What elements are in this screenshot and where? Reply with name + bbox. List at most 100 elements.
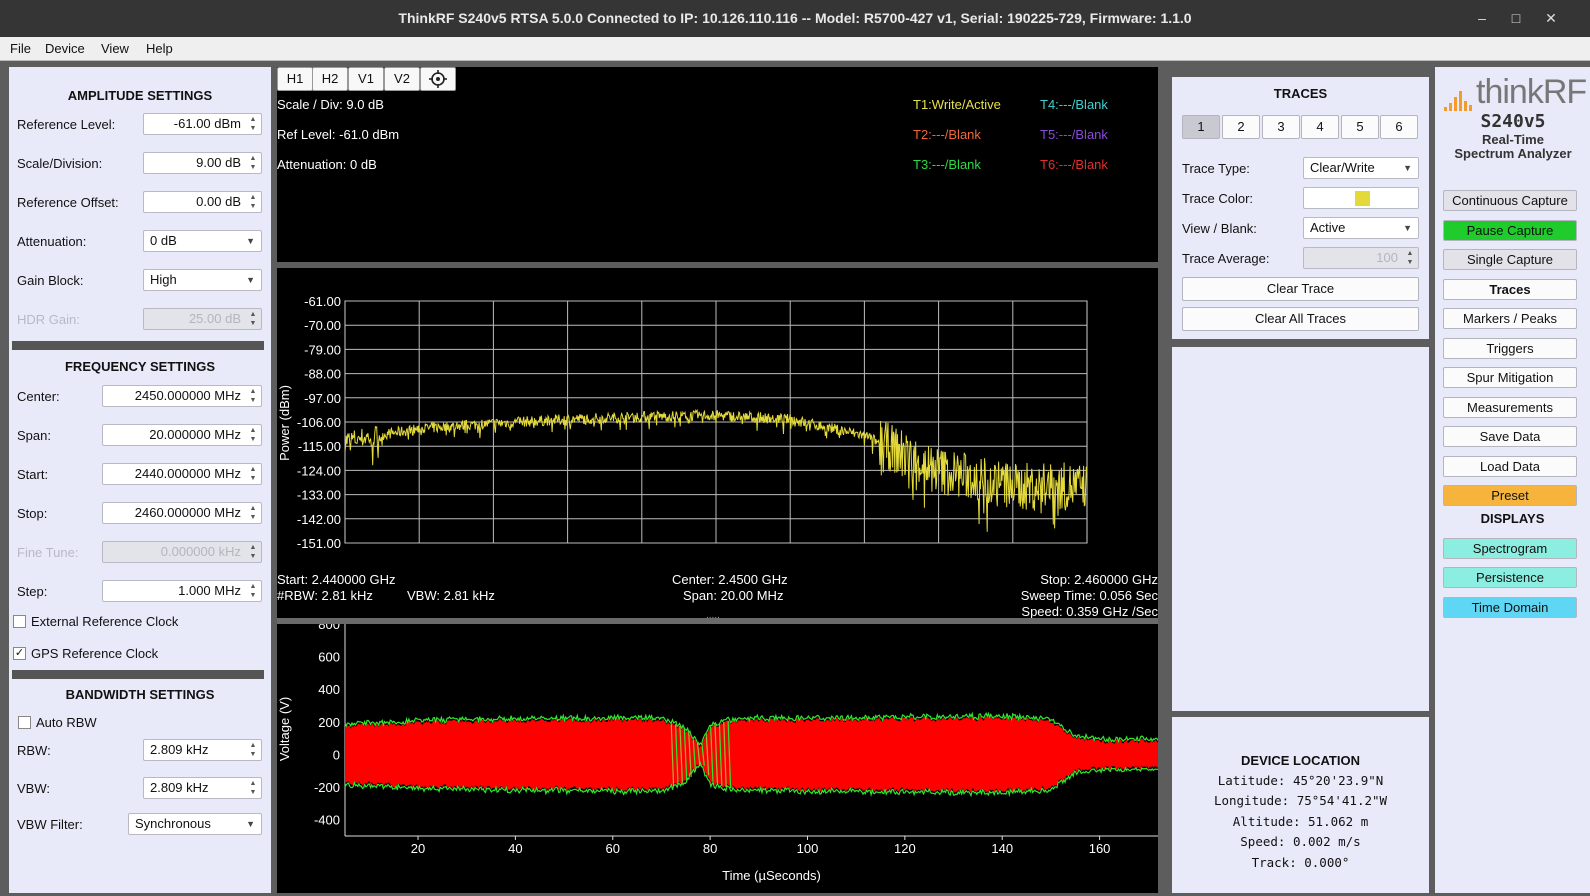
spin-arrows-icon[interactable]: ▲ ▼ (249, 116, 257, 132)
spin-arrows-icon[interactable]: ▲ ▼ (249, 388, 257, 404)
gain-select[interactable]: High ▼ (143, 269, 262, 291)
traces-heading: TRACES (1273, 86, 1328, 101)
save-data-button[interactable]: Save Data (1443, 426, 1577, 447)
spur-mitigation-button[interactable]: Spur Mitigation (1443, 367, 1577, 388)
ext-clock-checkbox[interactable] (13, 615, 26, 628)
splitter-handle[interactable]: ..... (277, 610, 1158, 624)
spin-arrows-icon[interactable]: ▲ ▼ (249, 583, 257, 599)
traces-button[interactable]: Traces (1443, 279, 1577, 300)
latitude-text: Latitude: 45°20'23.9"N (1217, 773, 1384, 788)
frequency-heading: FREQUENCY SETTINGS (64, 359, 215, 374)
center-input[interactable]: 2450.000000 MHz ▲ ▼ (102, 385, 262, 407)
persistence-button[interactable]: Persistence (1443, 567, 1577, 588)
menu-help[interactable]: Help (146, 41, 173, 56)
trace-average-value: 100 (1376, 250, 1398, 265)
title-bar: ThinkRF S240v5 RTSA 5.0.0 Connected to I… (0, 0, 1590, 37)
vbw-input[interactable]: 2.809 kHz ▲ ▼ (143, 777, 262, 799)
menu-device[interactable]: Device (45, 41, 85, 56)
notch-oscillation-line (701, 743, 705, 766)
trace-color-button[interactable] (1303, 187, 1419, 209)
stop-input[interactable]: 2460.000000 MHz ▲ ▼ (102, 502, 262, 524)
menu-file[interactable]: File (10, 41, 31, 56)
measurements-button[interactable]: Measurements (1443, 397, 1577, 418)
trace-tab-5[interactable]: 5 (1341, 115, 1379, 139)
marker-h2-button[interactable]: H2 (312, 67, 348, 91)
rbw-input[interactable]: 2.809 kHz ▲ ▼ (143, 739, 262, 761)
spin-arrows-icon[interactable]: ▲ ▼ (249, 427, 257, 443)
markers-peaks-button[interactable]: Markers / Peaks (1443, 308, 1577, 329)
x-tick-label: 60 (606, 841, 620, 856)
divider (12, 670, 264, 679)
time-domain-button[interactable]: Time Domain (1443, 597, 1577, 618)
continuous-capture-button[interactable]: Continuous Capture (1443, 190, 1577, 211)
view-blank-select[interactable]: Active ▼ (1303, 217, 1419, 239)
menu-view[interactable]: View (101, 41, 129, 56)
spin-arrows-icon: ▲ ▼ (1406, 250, 1414, 266)
clear-all-traces-button[interactable]: Clear All Traces (1182, 307, 1419, 331)
marker-v1-button[interactable]: V1 (348, 67, 384, 91)
trace-tab-4[interactable]: 4 (1301, 115, 1339, 139)
spin-arrows-icon[interactable]: ▲ ▼ (249, 505, 257, 521)
plot-info-area (277, 67, 1158, 262)
spin-arrows-icon[interactable]: ▲ ▼ (249, 780, 257, 796)
spectrum-vbw: VBW: 2.81 kHz (407, 588, 495, 603)
location-heading: DEVICE LOCATION (1241, 753, 1360, 768)
divider (12, 341, 264, 350)
view-blank-label: View / Blank: (1182, 221, 1257, 236)
single-capture-button[interactable]: Single Capture (1443, 249, 1577, 270)
chevron-down-icon: ▼ (246, 275, 255, 285)
spin-arrows-icon[interactable]: ▲ ▼ (249, 466, 257, 482)
maximize-button[interactable]: □ (1511, 10, 1521, 26)
amplitude-heading: AMPLITUDE SETTINGS (67, 88, 213, 103)
preset-button[interactable]: Preset (1443, 485, 1577, 506)
crosshair-button[interactable] (420, 67, 456, 91)
atten-select[interactable]: 0 dB ▼ (143, 230, 262, 252)
y-tick-label: -115.00 (298, 439, 341, 454)
load-data-button[interactable]: Load Data (1443, 456, 1577, 477)
spin-arrows-icon[interactable]: ▲ ▼ (249, 155, 257, 171)
clear-trace-button[interactable]: Clear Trace (1182, 277, 1419, 301)
y-tick-label: -106.00 (297, 415, 341, 430)
minimize-button[interactable]: – (1478, 10, 1486, 26)
y-tick-label: 600 (318, 650, 340, 665)
scale-value: 9.00 dB (196, 155, 241, 170)
y-tick-label: 0 (333, 747, 340, 762)
trace-tab-1[interactable]: 1 (1182, 115, 1220, 139)
trace-tab-2[interactable]: 2 (1222, 115, 1260, 139)
logo-bars-icon (1444, 91, 1472, 111)
span-value: 20.000000 MHz (149, 427, 241, 442)
longitude-text: Longitude: 75°54'41.2"W (1213, 793, 1388, 808)
auto-rbw-checkbox[interactable] (18, 716, 31, 729)
marker-h1-button[interactable]: H1 (277, 67, 313, 91)
spin-arrows-icon[interactable]: ▲ ▼ (249, 194, 257, 210)
ref-offset-input[interactable]: 0.00 dB ▲ ▼ (143, 191, 262, 213)
pause-capture-button[interactable]: Pause Capture (1443, 220, 1577, 241)
scale-input[interactable]: 9.00 dB ▲ ▼ (143, 152, 262, 174)
spectrum-sweep-time: Sweep Time: 0.056 Sec (1020, 588, 1158, 603)
x-tick-label: 20 (411, 841, 425, 856)
spectrogram-button[interactable]: Spectrogram (1443, 538, 1577, 559)
step-input[interactable]: 1.000 MHz ▲ ▼ (102, 580, 262, 602)
vbw-filter-select[interactable]: Synchronous ▼ (128, 813, 262, 835)
marker-v2-button[interactable]: V2 (384, 67, 420, 91)
trace-type-select[interactable]: Clear/Write ▼ (1303, 157, 1419, 179)
gain-label: Gain Block: (17, 273, 84, 288)
x-tick-label: 140 (991, 841, 1013, 856)
spin-arrows-icon[interactable]: ▲ ▼ (249, 742, 257, 758)
time-domain-plot[interactable]: 800 600 400 200 0 -200 -400 20 40 60 80 100 120 140 16… (277, 617, 1159, 893)
notch-oscillation-line (718, 722, 723, 787)
x-tick-label: 80 (703, 841, 717, 856)
spectrum-plot[interactable]: -61.00 -70.00 -79.00 -88.00 -97.00 -106.00 -11… (277, 268, 1158, 619)
span-input[interactable]: 20.000000 MHz ▲ ▼ (102, 424, 262, 446)
trace-tab-3[interactable]: 3 (1262, 115, 1300, 139)
triggers-button[interactable]: Triggers (1443, 338, 1577, 359)
notch-oscillation-line (714, 723, 719, 785)
chevron-down-icon: ▼ (246, 236, 255, 246)
ref-level-input[interactable]: -61.00 dBm ▲ ▼ (143, 113, 262, 135)
trace-tab-6[interactable]: 6 (1380, 115, 1418, 139)
close-button[interactable]: ✕ (1545, 10, 1557, 26)
time-domain-chart: 800 600 400 200 0 -200 -400 20 40 60 80 100 120 140 16… (277, 617, 1159, 883)
gps-clock-checkbox[interactable]: ✓ (13, 647, 26, 660)
trace-status-t4: T4:---/Blank (1040, 97, 1108, 112)
start-input[interactable]: 2440.000000 MHz ▲ ▼ (102, 463, 262, 485)
